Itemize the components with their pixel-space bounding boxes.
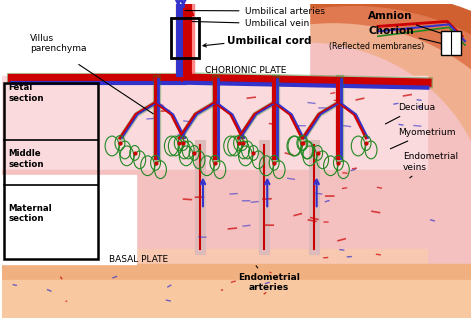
Text: Umbilical vein: Umbilical vein (192, 19, 309, 28)
Ellipse shape (121, 24, 474, 318)
Text: Decidua: Decidua (385, 103, 435, 124)
FancyBboxPatch shape (2, 175, 136, 264)
FancyBboxPatch shape (441, 31, 461, 55)
Text: Myometrium: Myometrium (391, 128, 455, 149)
Text: Endometrial
veins: Endometrial veins (403, 152, 458, 178)
Text: Endometrial
arteries: Endometrial arteries (238, 266, 300, 292)
Ellipse shape (111, 0, 474, 318)
FancyBboxPatch shape (2, 170, 428, 259)
Text: Umbilical arteries: Umbilical arteries (185, 6, 325, 16)
Text: (Reflected membranes): (Reflected membranes) (328, 42, 424, 51)
Text: Middle
section: Middle section (8, 149, 44, 169)
FancyBboxPatch shape (2, 249, 428, 269)
Ellipse shape (116, 7, 474, 318)
Text: Umbilical cord: Umbilical cord (227, 36, 311, 46)
Text: Maternal
section: Maternal section (8, 204, 52, 223)
FancyBboxPatch shape (2, 264, 471, 318)
FancyBboxPatch shape (2, 3, 309, 318)
Text: Amnion: Amnion (368, 11, 442, 33)
FancyBboxPatch shape (2, 76, 428, 175)
Ellipse shape (121, 43, 474, 318)
Text: Chorion: Chorion (368, 26, 441, 44)
Text: Fetal
section: Fetal section (8, 83, 44, 102)
Text: Villus
parenchyma: Villus parenchyma (30, 34, 86, 53)
Text: BASAL PLATE: BASAL PLATE (109, 255, 168, 264)
Text: CHORIONIC PLATE: CHORIONIC PLATE (205, 66, 286, 75)
FancyBboxPatch shape (2, 280, 471, 318)
